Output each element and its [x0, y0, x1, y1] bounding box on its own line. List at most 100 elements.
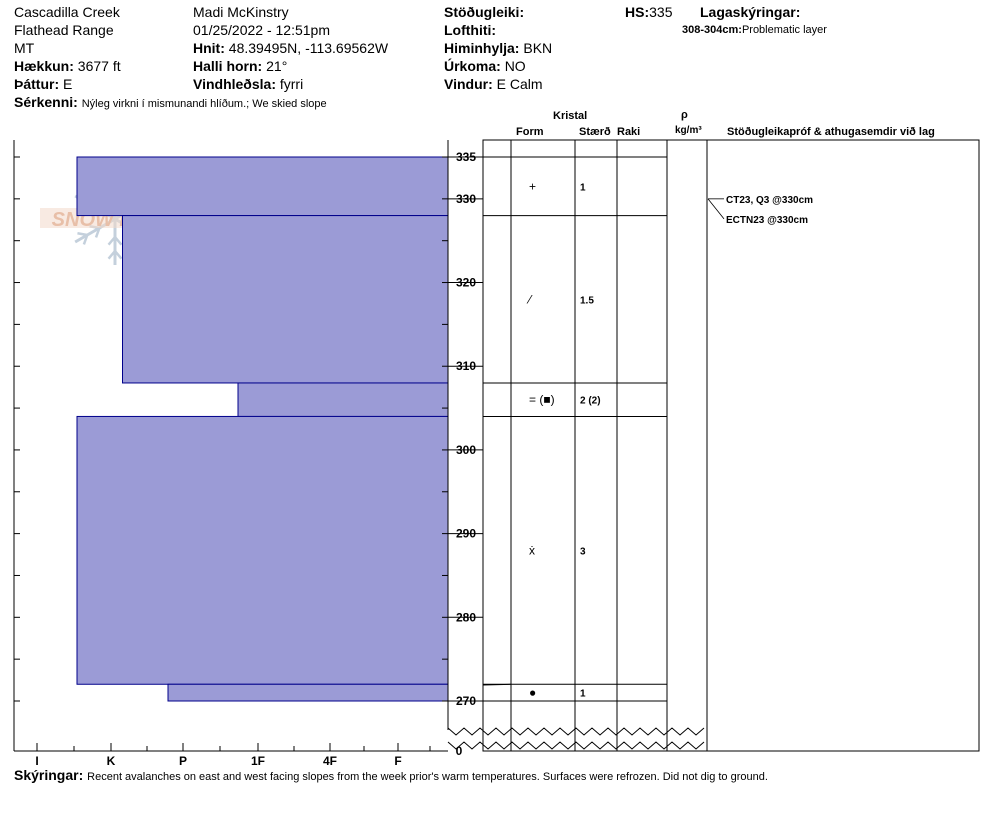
- sky-cover: Himinhylja: BKN: [444, 40, 552, 57]
- col-crystal: Kristal: [553, 110, 588, 122]
- snowflake-branch: [114, 250, 123, 260]
- x-tick-label: 4F: [323, 754, 337, 768]
- comments: Skýringar: Recent avalanches on east and…: [14, 767, 768, 784]
- precipitation: Úrkoma: NO: [444, 58, 526, 75]
- wind: Vindur: E Calm: [444, 76, 543, 93]
- air-temp: Lofthiti:: [444, 22, 496, 39]
- features: Sérkenni: Nýleg virkni í mismunandi hlíð…: [14, 94, 327, 111]
- snowflake-branch: [107, 250, 116, 260]
- x-tick-label: K: [107, 754, 116, 768]
- hardness-bar: [122, 215, 449, 384]
- elevation: Hækkun: 3677 ft: [14, 58, 121, 75]
- profile-break: [447, 727, 705, 750]
- chart-frames: [13, 139, 980, 752]
- slope-value: 21°: [266, 58, 288, 74]
- hardness-bar: [167, 683, 449, 702]
- y-tick-label: 335: [456, 150, 476, 164]
- layer-note-text: Problematic layer: [741, 24, 827, 36]
- comments-text: Recent avalanches on east and west facin…: [87, 771, 768, 783]
- col-rho: ρ: [681, 109, 688, 121]
- grain-size: 1.5: [580, 295, 594, 306]
- grain-size: 1: [580, 689, 586, 700]
- crystal-cells: +1 ⁄ 1.5 = (■) 2 (2) ẋ 3 ● 1: [526, 179, 601, 699]
- aspect-label: Þáttur:: [14, 76, 60, 92]
- y-tick-label: 330: [456, 192, 476, 206]
- grain-form: = (■): [529, 393, 555, 407]
- features-value: Nýleg virkni í mismunandi hlíðum.; We sk…: [81, 98, 327, 110]
- zigzag-line: [447, 727, 705, 736]
- snowflake-branch: [94, 227, 101, 238]
- x-tick-label: I: [35, 754, 38, 768]
- stability-label: Stöðugleiki:: [444, 4, 525, 20]
- hardness-bar: [76, 156, 449, 217]
- range: Flathead Range: [14, 22, 114, 38]
- col-form: Form: [516, 126, 544, 138]
- zigzag-line: [447, 741, 705, 750]
- sky-label: Himinhylja:: [444, 40, 520, 56]
- depth-axis: 270 280 290 300 310 320 330 335 0: [14, 150, 483, 758]
- hardness-bar: [76, 415, 449, 685]
- y-tick-label: 270: [456, 694, 476, 708]
- hs: HS:335: [625, 4, 672, 21]
- y-tick-label: 310: [456, 359, 476, 373]
- stability-test: ECTN23 @330cm: [726, 215, 808, 226]
- x-tick-label: 1F: [251, 754, 265, 768]
- state: MT: [14, 40, 35, 56]
- hs-label: HS:: [625, 4, 650, 20]
- wind-label: Vindur:: [444, 76, 493, 92]
- observer: Madi McKinstry: [193, 4, 289, 20]
- y-zero-label: 0: [456, 744, 463, 758]
- precip-label: Úrkoma:: [444, 58, 501, 74]
- col-tests: Stöðugleikapróf & athugasemdir við lag: [727, 126, 935, 138]
- table-frame: [482, 139, 980, 752]
- location: Cascadilla Creek: [14, 4, 120, 20]
- features-label: Sérkenni:: [14, 94, 78, 110]
- stability-tests: CT23, Q3 @330cm ECTN23 @330cm: [707, 195, 813, 226]
- stability: Stöðugleiki:: [444, 4, 524, 21]
- precip-value: NO: [504, 58, 526, 74]
- elevation-label: Hækkun:: [14, 58, 74, 74]
- aspect: Þáttur: E: [14, 76, 72, 93]
- snowflake-branch: [107, 236, 116, 246]
- air-temp-label: Lofthiti:: [444, 22, 497, 38]
- layer-grid: [482, 156, 667, 702]
- layer-note: 308-304cm:Problematic layer: [682, 24, 827, 37]
- y-tick-label: 280: [456, 610, 476, 624]
- grain-form: ẋ: [529, 543, 535, 557]
- aspect-value: E: [63, 76, 73, 92]
- coords-value: 48.39495N, -113.69562W: [228, 40, 389, 56]
- x-tick-label: P: [179, 754, 187, 768]
- test-leader: [707, 198, 725, 220]
- grain-form: +: [529, 179, 536, 193]
- hardness-bars: [76, 156, 449, 702]
- col-size: Stærð: [579, 126, 611, 138]
- grain-size: 3: [580, 546, 586, 557]
- hardness-bar: [237, 382, 449, 417]
- snowflake-branch: [77, 232, 88, 237]
- slope-label: Halli horn:: [193, 58, 263, 74]
- layer-notes-label: Lagaskýringar:: [700, 4, 801, 20]
- sky-value: BKN: [523, 40, 553, 56]
- col-density-unit: kg/m³: [675, 125, 702, 136]
- wind-loading-value: fyrri: [279, 76, 304, 92]
- datetime: 01/25/2022 - 12:51pm: [193, 22, 330, 38]
- grain-size: 2 (2): [580, 396, 601, 407]
- hardness-axis: I K P 1F 4F F: [35, 743, 431, 768]
- wind-loading-label: Vindhleðsla:: [193, 76, 276, 92]
- hs-value: 335: [649, 4, 673, 20]
- snowflake-branch: [82, 234, 89, 245]
- slope-angle: Halli horn: 21°: [193, 58, 287, 75]
- grain-form: ●: [529, 686, 536, 700]
- y-tick-label: 320: [456, 276, 476, 290]
- col-moisture: Raki: [617, 126, 641, 138]
- boundary-connector: [482, 683, 512, 686]
- grain-form: ⁄: [526, 292, 533, 306]
- grain-size: 1: [580, 182, 586, 193]
- y-tick-label: 290: [456, 527, 476, 541]
- wind-loading: Vindhleðsla: fyrri: [193, 76, 303, 93]
- snowflake-branch: [114, 236, 123, 246]
- wind-value: E Calm: [496, 76, 543, 92]
- coords-label: Hnit:: [193, 40, 225, 56]
- coordinates: Hnit: 48.39495N, -113.69562W: [193, 40, 388, 57]
